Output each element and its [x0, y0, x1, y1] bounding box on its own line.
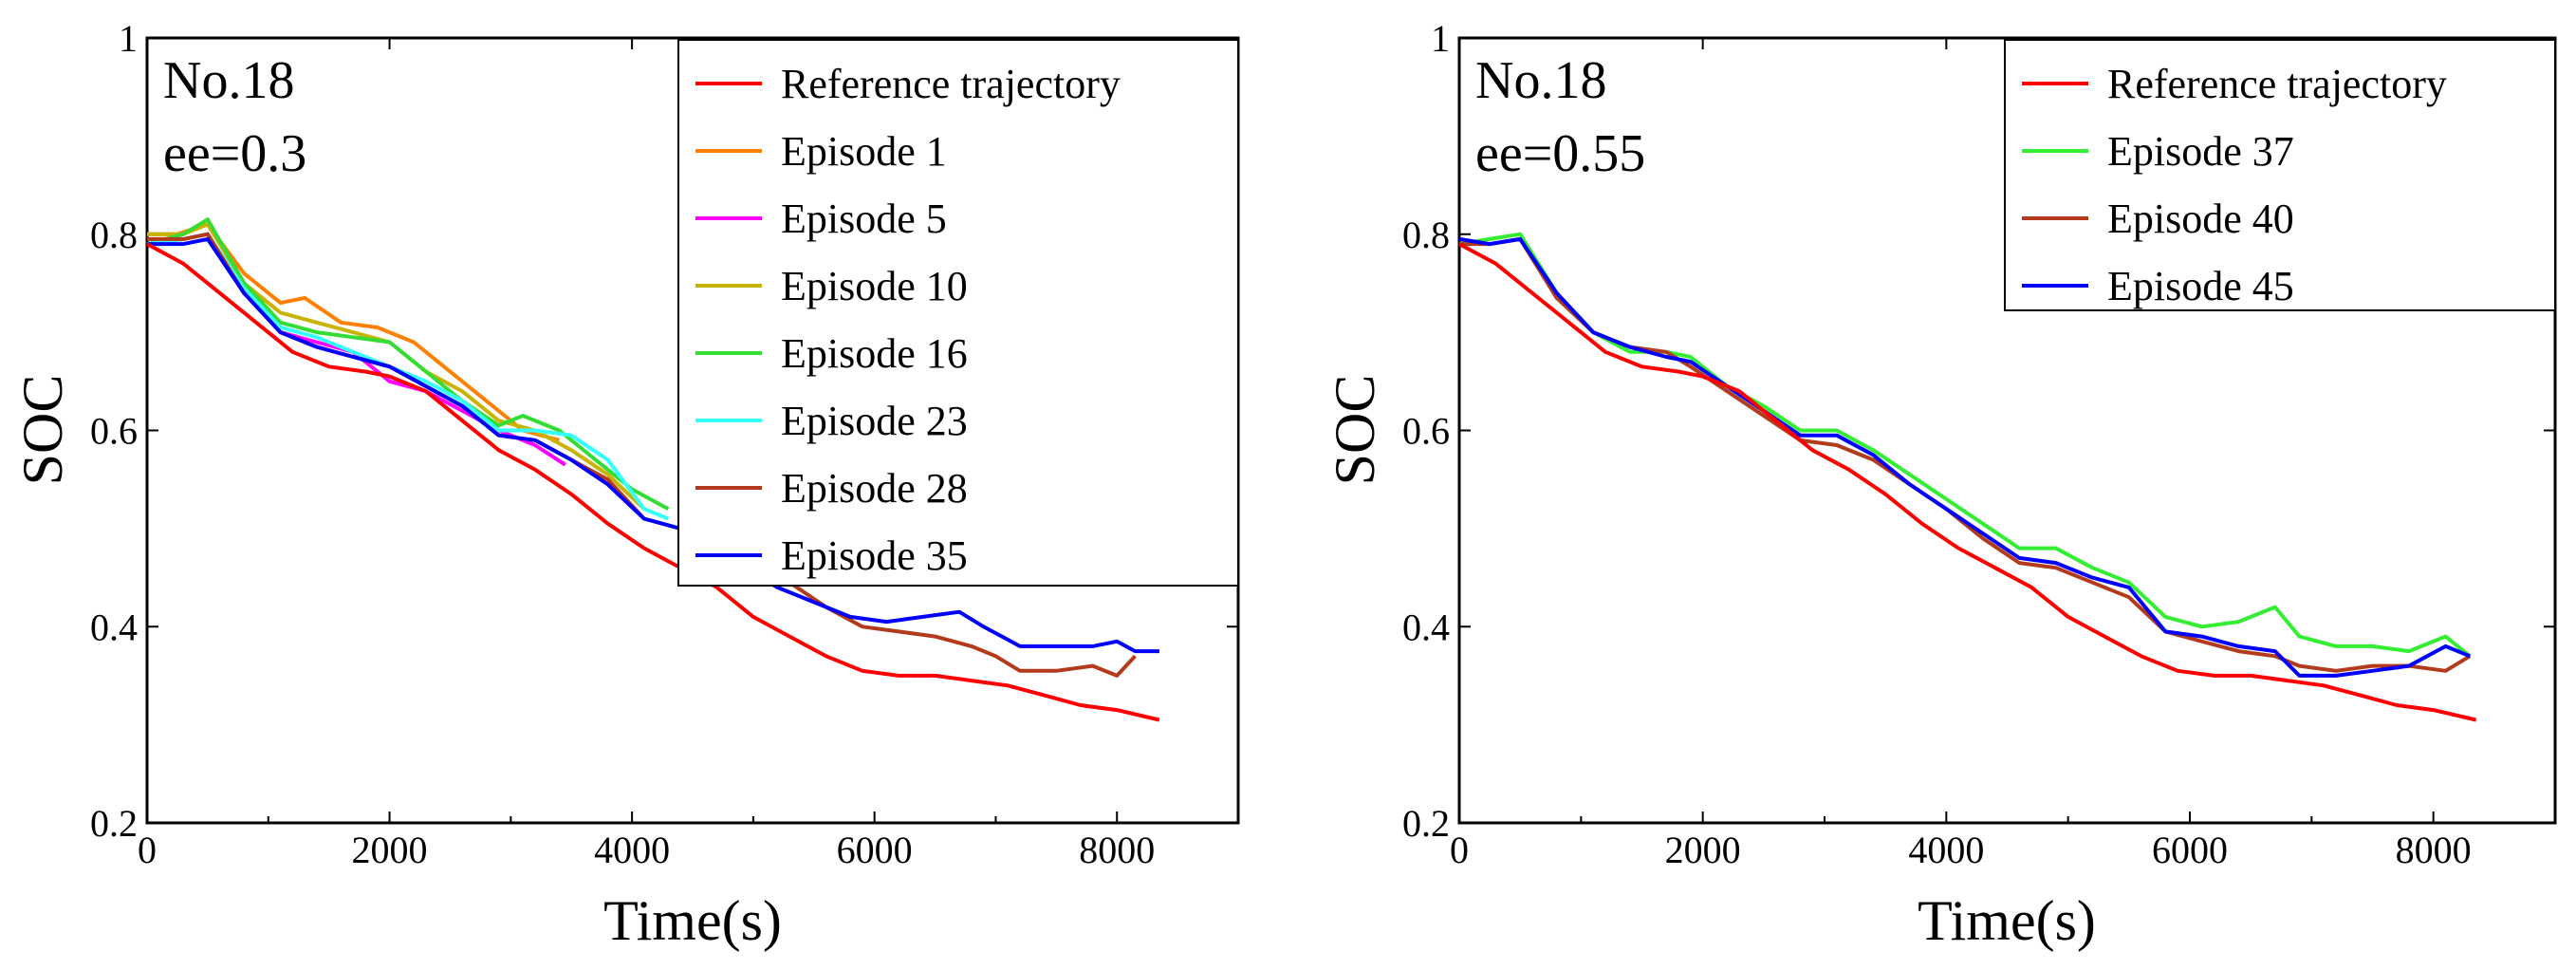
annotation: No.18 ee=0.55	[1475, 51, 1645, 183]
series-layer	[1458, 232, 2477, 722]
legend: Reference trajectory Episode 1 Episode 5 Ep…	[677, 39, 1239, 587]
x-tick-label: 6000	[2152, 829, 2228, 871]
x-axis-label: Time(s)	[603, 889, 782, 952]
legend-label-episode-37: Episode 37	[2107, 128, 2294, 175]
y-tick-label: 1	[1431, 17, 1450, 60]
annotation-line-1: No.18	[163, 51, 294, 110]
annotation-line-2: ee=0.55	[1475, 124, 1645, 183]
x-tick-label: 2000	[352, 829, 428, 871]
y-tick-label: 0.6	[90, 410, 138, 453]
x-tick-label: 8000	[2396, 829, 2472, 871]
x-axis-label: Time(s)	[1918, 889, 2096, 952]
axis-ticks: 0 2000 4000 6000 8000 0.2 0.4 0.6 0.8 1	[90, 17, 1238, 871]
x-tick-label: 0	[1450, 829, 1469, 871]
x-tick-label: 2000	[1665, 829, 1741, 871]
y-axis-label: SOC	[11, 375, 74, 486]
legend-label-reference-trajectory: Reference trajectory	[2107, 61, 2447, 107]
legend-label-reference-trajectory: Reference trajectory	[781, 61, 1121, 107]
axis-ticks: 0 2000 4000 6000 8000 0.2 0.4 0.6 0.8 1	[1402, 17, 2555, 871]
y-tick-label: 1	[119, 17, 138, 60]
legend-label-episode-1: Episode 1	[781, 128, 947, 175]
series-line-reference-trajectory	[1458, 242, 2477, 722]
legend-items: Reference trajectory Episode 1 Episode 5 Ep…	[695, 61, 1121, 579]
series-layer	[146, 217, 1160, 722]
legend: Reference trajectory Episode 37 Episode 40…	[2004, 39, 2556, 311]
legend-label-episode-23: Episode 23	[781, 398, 968, 444]
y-axis-label: SOC	[1324, 375, 1386, 486]
legend-label-episode-16: Episode 16	[781, 330, 968, 377]
legend-items: Reference trajectory Episode 37 Episode 40…	[2022, 61, 2447, 309]
series-line-episode-45	[1458, 236, 2471, 678]
y-tick-label: 0.8	[1402, 214, 1450, 256]
annotation-line-1: No.18	[1475, 51, 1606, 110]
annotation: No.18 ee=0.3	[163, 51, 306, 183]
legend-label-episode-10: Episode 10	[781, 263, 968, 309]
x-tick-label: 6000	[837, 829, 913, 871]
legend-box	[677, 39, 1239, 587]
x-tick-label: 0	[138, 829, 157, 871]
y-tick-label: 0.2	[90, 802, 138, 845]
legend-label-episode-35: Episode 35	[781, 532, 968, 579]
y-tick-label: 0.4	[1402, 606, 1450, 648]
x-tick-label: 4000	[594, 829, 670, 871]
annotation-line-2: ee=0.3	[163, 124, 306, 183]
chart-left: 0 2000 4000 6000 8000 0.2 0.4 0.6 0.8 1 No.18 ee=…	[11, 17, 1240, 952]
x-tick-label: 4000	[1908, 829, 1984, 871]
series-line-episode-16	[146, 217, 670, 511]
legend-label-episode-45: Episode 45	[2107, 263, 2294, 309]
legend-label-episode-40: Episode 40	[2107, 196, 2294, 242]
legend-label-episode-5: Episode 5	[781, 196, 947, 242]
series-line-reference-trajectory	[146, 242, 1160, 722]
y-tick-label: 0.4	[90, 606, 138, 648]
y-tick-label: 0.2	[1402, 802, 1450, 845]
chart-right: 0 2000 4000 6000 8000 0.2 0.4 0.6 0.8 1 No.18 ee=…	[1324, 17, 2557, 952]
series-line-episode-35	[147, 236, 1159, 654]
x-tick-label: 8000	[1079, 829, 1155, 871]
series-line-episode-37	[1458, 232, 2472, 658]
legend-box	[2004, 39, 2556, 311]
y-tick-label: 0.6	[1402, 410, 1450, 453]
y-tick-label: 0.8	[90, 214, 138, 256]
legend-label-episode-28: Episode 28	[781, 465, 968, 512]
